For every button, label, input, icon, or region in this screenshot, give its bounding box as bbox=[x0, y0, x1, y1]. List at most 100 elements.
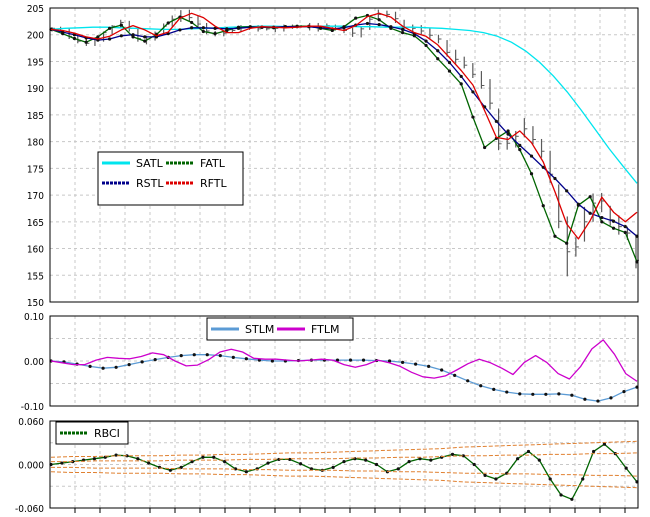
series-point bbox=[179, 465, 183, 469]
legend-label: RSTL bbox=[136, 177, 164, 190]
series-point bbox=[472, 462, 476, 467]
series-point bbox=[101, 366, 105, 370]
legend: SATL RSTL FATL RFTL bbox=[97, 151, 244, 206]
legend: RBCI bbox=[55, 421, 129, 445]
series-point bbox=[553, 234, 557, 238]
series-point bbox=[119, 23, 123, 27]
series-point bbox=[401, 30, 405, 35]
series-point bbox=[213, 32, 217, 36]
series-point bbox=[596, 399, 600, 403]
series-point bbox=[471, 90, 475, 94]
series-point bbox=[136, 457, 140, 461]
legend-box bbox=[55, 421, 129, 445]
series-point bbox=[192, 353, 196, 357]
series-point bbox=[377, 18, 381, 22]
series-point bbox=[335, 358, 340, 362]
series-point bbox=[201, 455, 205, 459]
series-point bbox=[140, 360, 144, 364]
legend-label: FATL bbox=[200, 157, 226, 170]
series-point bbox=[127, 363, 131, 367]
series-point bbox=[418, 457, 422, 461]
series-point bbox=[354, 16, 358, 20]
series-point bbox=[581, 477, 585, 481]
series-point bbox=[92, 457, 97, 461]
series-point bbox=[570, 393, 574, 397]
series-point bbox=[374, 462, 379, 467]
legend-label: FTLM bbox=[311, 323, 339, 336]
band-series bbox=[51, 466, 638, 477]
series-point bbox=[190, 460, 194, 464]
oscillator-panel: 0.060 0.000 -0.060 RBCI bbox=[15, 417, 639, 515]
series-point bbox=[225, 27, 229, 31]
legend-label: RBCI bbox=[94, 427, 120, 440]
series-point bbox=[96, 35, 100, 39]
series-point bbox=[266, 461, 270, 465]
series-point bbox=[553, 176, 557, 181]
series-point bbox=[205, 353, 209, 357]
series-point bbox=[427, 364, 431, 368]
series-point bbox=[108, 26, 112, 30]
band-series bbox=[50, 471, 638, 489]
series-point bbox=[342, 460, 346, 464]
series-point bbox=[270, 359, 274, 363]
series-point bbox=[440, 368, 444, 372]
series-point bbox=[364, 458, 368, 462]
series-point bbox=[557, 392, 561, 396]
series-point bbox=[529, 154, 534, 158]
y-tick-label: 0.10 bbox=[24, 312, 44, 323]
series-point bbox=[436, 57, 440, 61]
series-point bbox=[178, 28, 182, 32]
y-tick-label: 165 bbox=[27, 218, 44, 229]
series-point bbox=[518, 392, 522, 396]
series-point bbox=[201, 29, 205, 34]
band-series bbox=[51, 452, 638, 463]
series-point bbox=[494, 477, 498, 481]
series-point bbox=[377, 22, 381, 27]
series-point bbox=[611, 219, 616, 223]
series-point bbox=[365, 21, 370, 26]
y-tick-label: 180 bbox=[27, 138, 44, 149]
y-tick-label: 170 bbox=[27, 191, 44, 202]
series-point bbox=[516, 457, 520, 461]
series-point bbox=[622, 390, 626, 394]
series-point bbox=[461, 454, 465, 458]
series-point bbox=[361, 358, 366, 362]
series-point bbox=[583, 397, 587, 401]
series-point bbox=[396, 467, 400, 471]
series-point bbox=[179, 354, 183, 358]
series-point bbox=[119, 34, 123, 38]
ftlm-series bbox=[50, 339, 638, 382]
series-point bbox=[518, 148, 522, 152]
series-point bbox=[600, 215, 604, 220]
series-point bbox=[231, 355, 235, 359]
series-point bbox=[114, 453, 118, 457]
series-point bbox=[298, 462, 303, 466]
series-point bbox=[544, 392, 548, 396]
series-point bbox=[447, 69, 452, 73]
series-point bbox=[143, 35, 147, 39]
series-point bbox=[389, 25, 393, 29]
series-point bbox=[483, 473, 487, 477]
series-point bbox=[559, 493, 563, 497]
y-tick-label: 190 bbox=[27, 84, 44, 95]
series-point bbox=[459, 74, 463, 79]
series-point bbox=[570, 497, 574, 501]
band-series bbox=[50, 440, 638, 458]
series-point bbox=[526, 449, 531, 454]
series-point bbox=[166, 21, 170, 25]
legend-label: SATL bbox=[136, 157, 164, 170]
series-point bbox=[401, 27, 405, 31]
y-tick-label: -0.060 bbox=[15, 504, 44, 515]
series-point bbox=[466, 379, 470, 383]
y-tick-label: 205 bbox=[27, 4, 44, 15]
series-point bbox=[153, 358, 157, 362]
series-point bbox=[429, 458, 433, 462]
y-tick-label: 175 bbox=[27, 164, 44, 175]
legend-label: STLM bbox=[245, 323, 274, 336]
series-point bbox=[143, 39, 147, 43]
series-point bbox=[72, 36, 77, 41]
series-point bbox=[424, 39, 428, 43]
y-tick-label: 200 bbox=[27, 31, 44, 42]
series-point bbox=[223, 460, 227, 464]
